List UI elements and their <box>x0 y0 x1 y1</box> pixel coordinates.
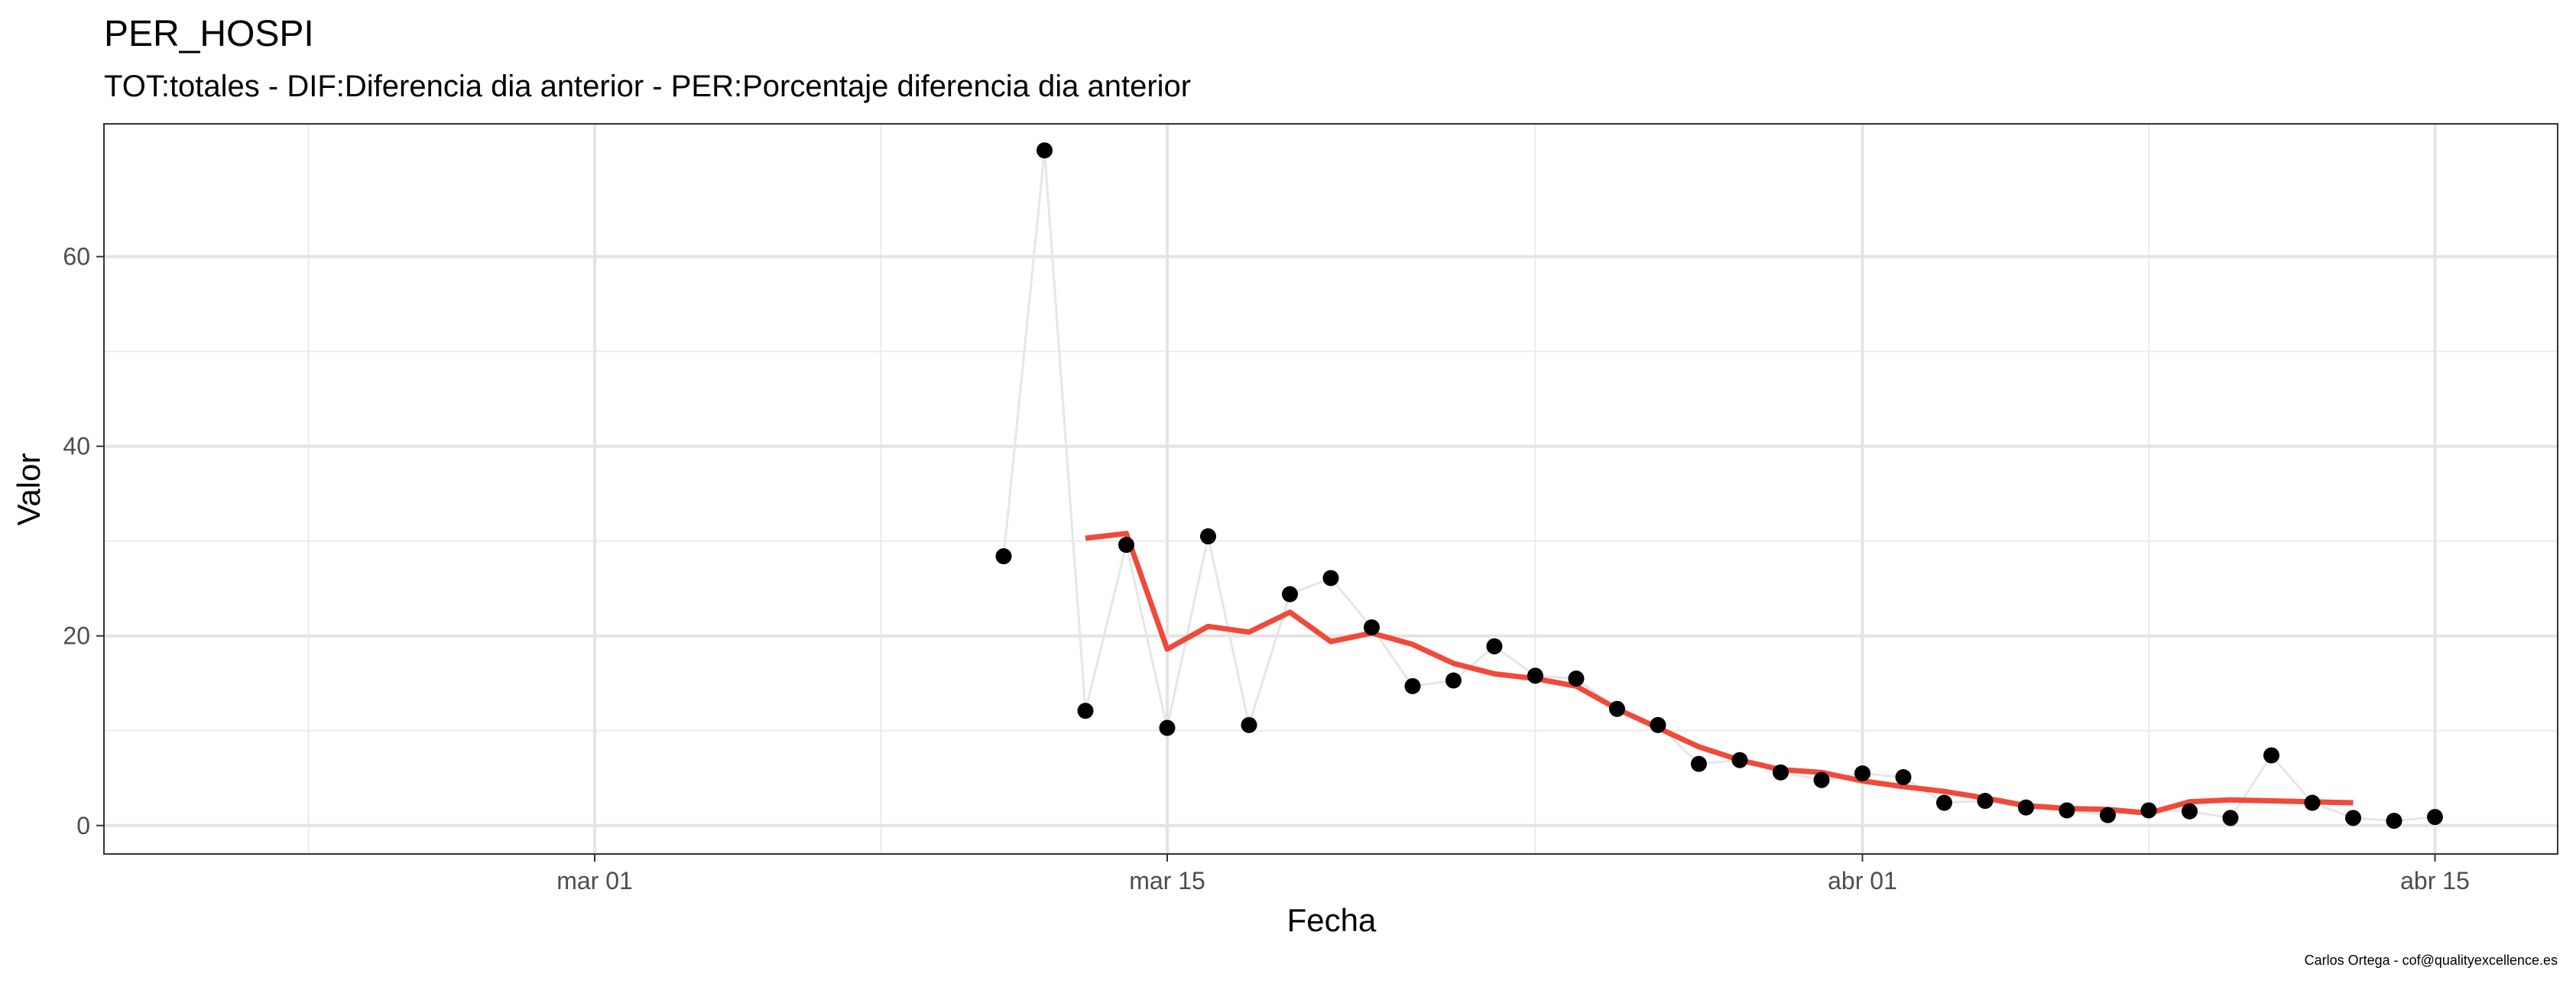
series-connector-line <box>1002 150 2435 823</box>
data-point <box>2222 810 2239 826</box>
data-point <box>1650 716 1666 733</box>
data-point <box>1118 537 1134 554</box>
data-point <box>1445 672 1462 689</box>
data-point <box>1322 570 1339 586</box>
data-point <box>1527 667 1543 684</box>
caption: Carlos Ortega - cof@qualityexcellence.es <box>2305 953 2558 968</box>
data-point <box>2345 810 2361 826</box>
data-point <box>2182 803 2198 820</box>
panel-border <box>103 123 2558 855</box>
data-point <box>1486 638 1503 654</box>
data-point <box>1895 769 1912 786</box>
data-point <box>1159 719 1176 736</box>
data-point <box>1936 794 1952 811</box>
data-point <box>2386 813 2402 830</box>
chart-subtitle: TOT:totales - DIF:Diferencia dia anterio… <box>104 70 1191 103</box>
x-tick-label: abr 01 <box>1828 867 1897 894</box>
data-point <box>1241 716 1257 733</box>
y-axis-title: Valor <box>11 453 47 526</box>
data-point <box>1977 793 1994 810</box>
x-tick-label: mar 15 <box>1129 867 1205 894</box>
data-point <box>1404 677 1421 694</box>
data-point <box>2263 747 2279 764</box>
data-point <box>1731 752 1748 768</box>
y-tick-label: 20 <box>63 622 90 650</box>
data-point <box>1854 765 1870 782</box>
data-point <box>2140 802 2157 819</box>
data-point <box>1077 703 1094 719</box>
data-point <box>2427 809 2443 826</box>
data-point <box>2059 802 2075 819</box>
chart-title: PER_HOSPI <box>104 14 314 54</box>
data-point <box>1282 586 1298 602</box>
data-point <box>2100 807 2116 823</box>
data-point <box>1773 764 1789 781</box>
series-rolling-line <box>1085 531 2354 817</box>
x-axis-title: Fecha <box>1287 902 1377 938</box>
data-point <box>2018 799 2034 816</box>
y-tick-label: 40 <box>63 433 90 460</box>
y-tick-label: 60 <box>63 243 90 271</box>
data-point <box>1200 528 1216 545</box>
y-tick-label: 0 <box>76 812 90 839</box>
data-point <box>1691 755 1707 772</box>
data-point <box>1037 142 1053 159</box>
data-point <box>1364 619 1380 636</box>
x-tick-label: mar 01 <box>556 867 633 894</box>
data-point <box>2304 794 2321 811</box>
data-point <box>1813 771 1830 788</box>
plot-area: 0 20 40 60 mar 01 mar 15 abr 01 abr 15 <box>63 123 2558 894</box>
data-point <box>1568 670 1585 687</box>
data-point <box>995 548 1012 565</box>
x-tick-label: abr 15 <box>2400 867 2470 894</box>
data-point <box>1609 700 1625 717</box>
